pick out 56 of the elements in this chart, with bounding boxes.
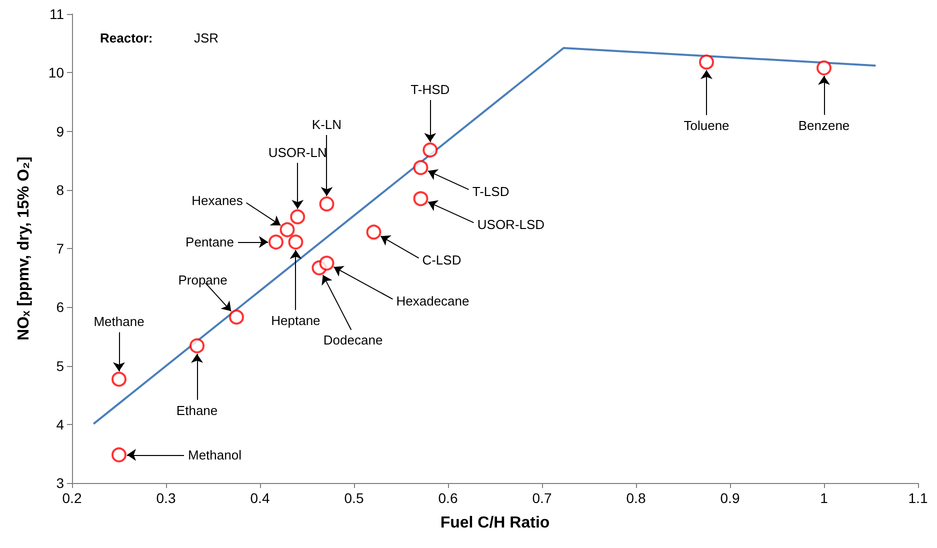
y-tick-label: 11 (49, 6, 64, 22)
annotation: Hexanes (192, 193, 244, 208)
y-tick-label: 7 (56, 240, 64, 256)
x-tick-label: 0.6 (438, 490, 458, 506)
point (699, 54, 714, 70)
annotation: Ethane (176, 402, 218, 418)
point (319, 196, 334, 212)
annotation: Reactor: (100, 30, 153, 46)
point (366, 224, 382, 240)
point (112, 372, 126, 387)
annotation: Heptane (271, 313, 320, 328)
y-tick-label: 3 (56, 475, 64, 491)
x-axis-title: Fuel C/H Ratio (440, 514, 550, 532)
y-tick-label: 9 (56, 123, 64, 140)
point (413, 160, 428, 176)
point (422, 142, 438, 158)
point (229, 310, 244, 325)
annotation: USOR-LN (268, 144, 327, 160)
point (319, 256, 334, 271)
x-tick-label: 1.1 (908, 490, 928, 506)
x-tick-label: 0.7 (532, 490, 552, 506)
y-axis-title: NOₓ [ppmv, dry, 15% O₂] (16, 156, 32, 340)
y-tick-label: 6 (56, 299, 64, 316)
x-tick-label: 0.4 (250, 490, 270, 506)
y-tick-label: 4 (56, 416, 64, 432)
x-tick-label: 0.3 (156, 490, 176, 506)
y-tick-label: 10 (48, 64, 64, 81)
annotation: K-LN (312, 116, 342, 132)
x-tick-label: 0.2 (62, 490, 82, 506)
point (112, 447, 126, 462)
annotation: T-LSD (472, 184, 510, 199)
point (190, 338, 205, 354)
annotation: Methanol (188, 447, 242, 462)
y-tick-label: 5 (56, 358, 64, 374)
x-tick-label: 0.9 (720, 490, 740, 506)
annotation: Toluene (684, 118, 730, 134)
point (268, 234, 284, 250)
annotation: JSR (194, 30, 219, 46)
annotation: T-HSD (410, 82, 450, 98)
point (288, 234, 304, 250)
annotation: USOR-LSD (477, 216, 545, 232)
point (290, 209, 306, 224)
x-tick-label: 0.5 (344, 490, 364, 506)
y-tick-label: 8 (56, 182, 64, 198)
annotation: Methane (94, 314, 144, 330)
annotation: Dodecane (323, 332, 383, 348)
annotation: C-LSD (422, 252, 462, 268)
point (816, 60, 832, 76)
annotation: Propane (178, 272, 228, 288)
annotation: Hexadecane (396, 294, 470, 309)
point (280, 222, 295, 238)
point (413, 191, 428, 206)
x-tick-label: 0.8 (626, 490, 646, 506)
annotation: Pentane (186, 234, 234, 250)
x-tick-label: 1 (820, 490, 828, 506)
annotation: Benzene (798, 118, 850, 133)
